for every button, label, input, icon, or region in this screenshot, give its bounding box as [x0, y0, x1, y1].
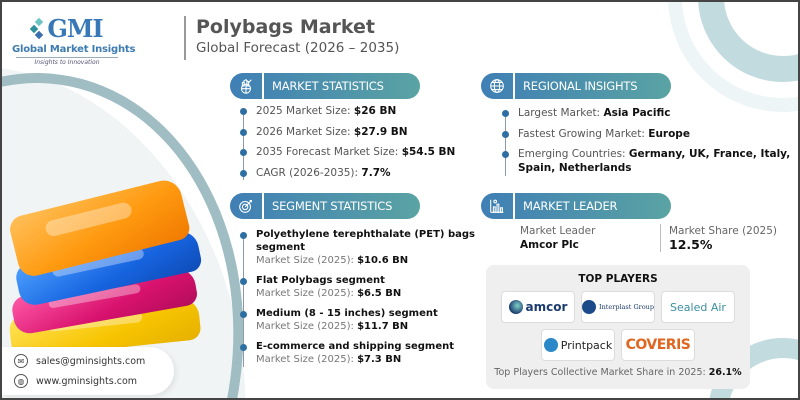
section-heading: REGIONAL INSIGHTS [523, 79, 638, 93]
sealed-air-logo: Sealed Air [661, 291, 735, 323]
globe-icon [481, 73, 515, 99]
printpack-logo: Printpack [541, 329, 615, 361]
header: Polybags Market Global Forecast (2026 – … [184, 16, 399, 60]
segment-item: Medium (8 - 15 inches) segment Market Si… [240, 307, 480, 334]
top-players-panel: TOP PLAYERS amcor Interplast Group Seale… [486, 265, 750, 389]
segment-statistics-list: Polyethylene terephthalate (PET) bags se… [240, 228, 480, 373]
region-item: Emerging Countries: Germany, UK, France,… [502, 147, 792, 175]
coveris-logo: COVERIS [621, 329, 695, 361]
email-contact[interactable]: ✉ sales@gminsights.com [14, 351, 174, 371]
market-leader-header: MARKET LEADER [481, 193, 671, 219]
page-title: Polybags Market [196, 16, 376, 38]
website-link[interactable]: www.gminsights.com [36, 375, 138, 387]
globe-chart-icon [230, 73, 264, 99]
page-subtitle: Global Forecast (2026 – 2035) [196, 40, 400, 56]
gmi-logo: GMI Global Market Insights Insights to I… [12, 14, 136, 67]
mail-icon: ✉ [14, 354, 28, 368]
market-statistics-header: MARKET STATISTICS [230, 73, 420, 99]
top-players-heading: TOP PLAYERS [578, 273, 658, 285]
region-item: Fastest Growing Market: Europe [502, 127, 792, 141]
stat-item: CAGR (2026-2035): 7.7% [240, 166, 470, 180]
section-heading: SEGMENT STATISTICS [272, 199, 393, 213]
contact-card: ✉ sales@gminsights.com ◍ www.gminsights.… [2, 347, 174, 395]
stat-item: 2035 Forecast Market Size: $54.5 BN [240, 145, 470, 159]
segment-item: Polyethylene terephthalate (PET) bags se… [240, 228, 480, 268]
top-players-share: Top Players Collective Market Share in 2… [494, 367, 742, 378]
regional-insights-header: REGIONAL INSIGHTS [481, 73, 671, 99]
leader-share: Market Share (2025) 12.5% [660, 224, 777, 252]
website-contact[interactable]: ◍ www.gminsights.com [14, 371, 174, 391]
regional-insights-list: Largest Market: Asia Pacific Fastest Gro… [502, 106, 792, 182]
stat-item: 2026 Market Size: $27.9 BN [240, 125, 470, 139]
segment-item: Flat Polybags segment Market Size (2025)… [240, 274, 480, 301]
region-item: Largest Market: Asia Pacific [502, 106, 792, 120]
leader-name: Market Leader Amcor Plc [520, 225, 596, 251]
segment-item: E-commerce and shipping segment Market S… [240, 340, 480, 367]
leader-chart-icon [481, 193, 515, 219]
brand-name: Global Market Insights [12, 44, 136, 55]
section-heading: MARKET LEADER [523, 199, 618, 213]
interplast-group-logo: Interplast Group [581, 291, 655, 323]
target-chart-icon [230, 193, 264, 219]
stat-item: 2025 Market Size: $26 BN [240, 104, 470, 118]
market-statistics-list: 2025 Market Size: $26 BN 2026 Market Siz… [240, 104, 470, 186]
amcor-logo: amcor [501, 291, 575, 323]
brand-tagline: Insights to Innovation [34, 59, 100, 66]
segment-statistics-header: SEGMENT STATISTICS [230, 193, 420, 219]
market-leader-info: Market Leader Amcor Plc Market Share (20… [520, 224, 777, 252]
section-heading: MARKET STATISTICS [272, 79, 384, 93]
logo-diamonds-icon [30, 17, 45, 40]
email-link[interactable]: sales@gminsights.com [36, 355, 146, 367]
globe-icon: ◍ [14, 374, 28, 388]
logo-text: GMI [47, 14, 103, 43]
